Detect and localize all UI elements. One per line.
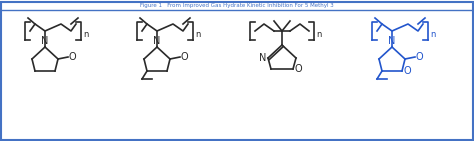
Text: n: n (195, 30, 201, 39)
Text: O: O (295, 64, 302, 74)
Text: n: n (316, 30, 321, 39)
Text: N: N (41, 36, 49, 46)
Text: O: O (404, 66, 411, 76)
Text: O: O (69, 52, 77, 62)
Text: Figure 1   From Improved Gas Hydrate Kinetic Inhibition For 5 Methyl 3: Figure 1 From Improved Gas Hydrate Kinet… (140, 3, 334, 8)
FancyBboxPatch shape (1, 2, 473, 140)
Text: n: n (430, 30, 436, 39)
Text: O: O (181, 52, 189, 62)
Text: O: O (416, 52, 424, 62)
Text: N: N (388, 36, 396, 46)
Text: N: N (153, 36, 161, 46)
Text: n: n (83, 30, 88, 39)
Text: N: N (259, 53, 266, 63)
